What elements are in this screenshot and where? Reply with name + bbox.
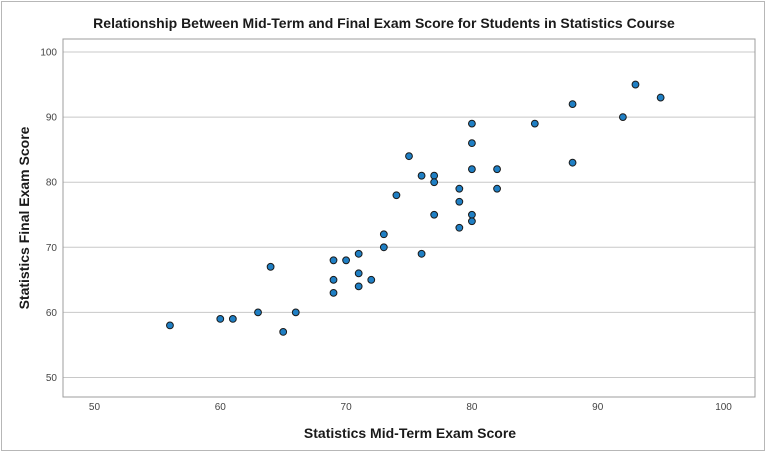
data-point — [228, 314, 237, 323]
data-point — [430, 171, 439, 180]
data-point — [392, 191, 401, 200]
data-point — [468, 119, 476, 128]
data-point — [329, 288, 338, 297]
data-point — [216, 314, 225, 323]
y-tick-label: 60 — [46, 308, 58, 319]
data-point — [166, 321, 174, 330]
x-tick-label: 70 — [341, 402, 353, 413]
y-axis-ticks: 50 60 70 80 90 100 — [40, 48, 57, 384]
x-axis-ticks: 50 60 70 80 90 100 — [89, 402, 732, 413]
data-point — [468, 210, 476, 219]
data-point — [455, 184, 464, 193]
data-point — [354, 282, 363, 291]
data-point — [354, 269, 363, 278]
data-point — [468, 217, 476, 226]
data-point — [568, 100, 577, 108]
data-point — [279, 328, 288, 336]
data-point — [530, 119, 539, 128]
y-tick-label: 80 — [46, 178, 58, 189]
chart-title: Relationship Between Mid-Term and Final … — [93, 15, 675, 31]
data-point — [254, 308, 262, 317]
data-point — [329, 256, 338, 265]
x-tick-label: 50 — [89, 402, 101, 413]
y-tick-label: 50 — [46, 373, 58, 384]
y-tick-label: 70 — [46, 243, 58, 254]
data-point — [468, 165, 476, 174]
data-point — [367, 275, 376, 284]
data-point — [618, 113, 627, 122]
gridlines — [63, 51, 755, 378]
data-point — [430, 210, 439, 219]
data-point — [417, 171, 426, 180]
plot-area — [62, 38, 756, 398]
x-axis-label: Statistics Mid-Term Exam Score — [304, 425, 516, 441]
x-tick-label: 80 — [466, 402, 478, 413]
data-points — [166, 80, 665, 336]
data-point — [329, 275, 338, 284]
data-point — [291, 308, 300, 317]
data-point — [468, 139, 476, 148]
data-point — [417, 249, 426, 258]
data-point — [405, 152, 413, 161]
data-point — [266, 262, 275, 271]
data-point — [631, 80, 640, 89]
x-tick-label: 60 — [215, 402, 227, 413]
data-point — [493, 165, 501, 174]
data-point — [568, 158, 577, 167]
data-point — [430, 178, 439, 187]
data-point — [342, 256, 350, 265]
y-tick-label: 90 — [46, 113, 58, 124]
data-point — [493, 184, 501, 193]
x-tick-label: 100 — [715, 402, 732, 413]
x-tick-label: 90 — [592, 402, 604, 413]
data-point — [379, 243, 388, 252]
data-point — [455, 223, 464, 232]
data-point — [455, 197, 464, 206]
y-axis-label: Statistics Final Exam Score — [16, 126, 32, 309]
data-point — [354, 249, 363, 258]
y-tick-label: 100 — [40, 48, 57, 59]
data-point — [656, 93, 665, 102]
data-point — [379, 230, 388, 239]
